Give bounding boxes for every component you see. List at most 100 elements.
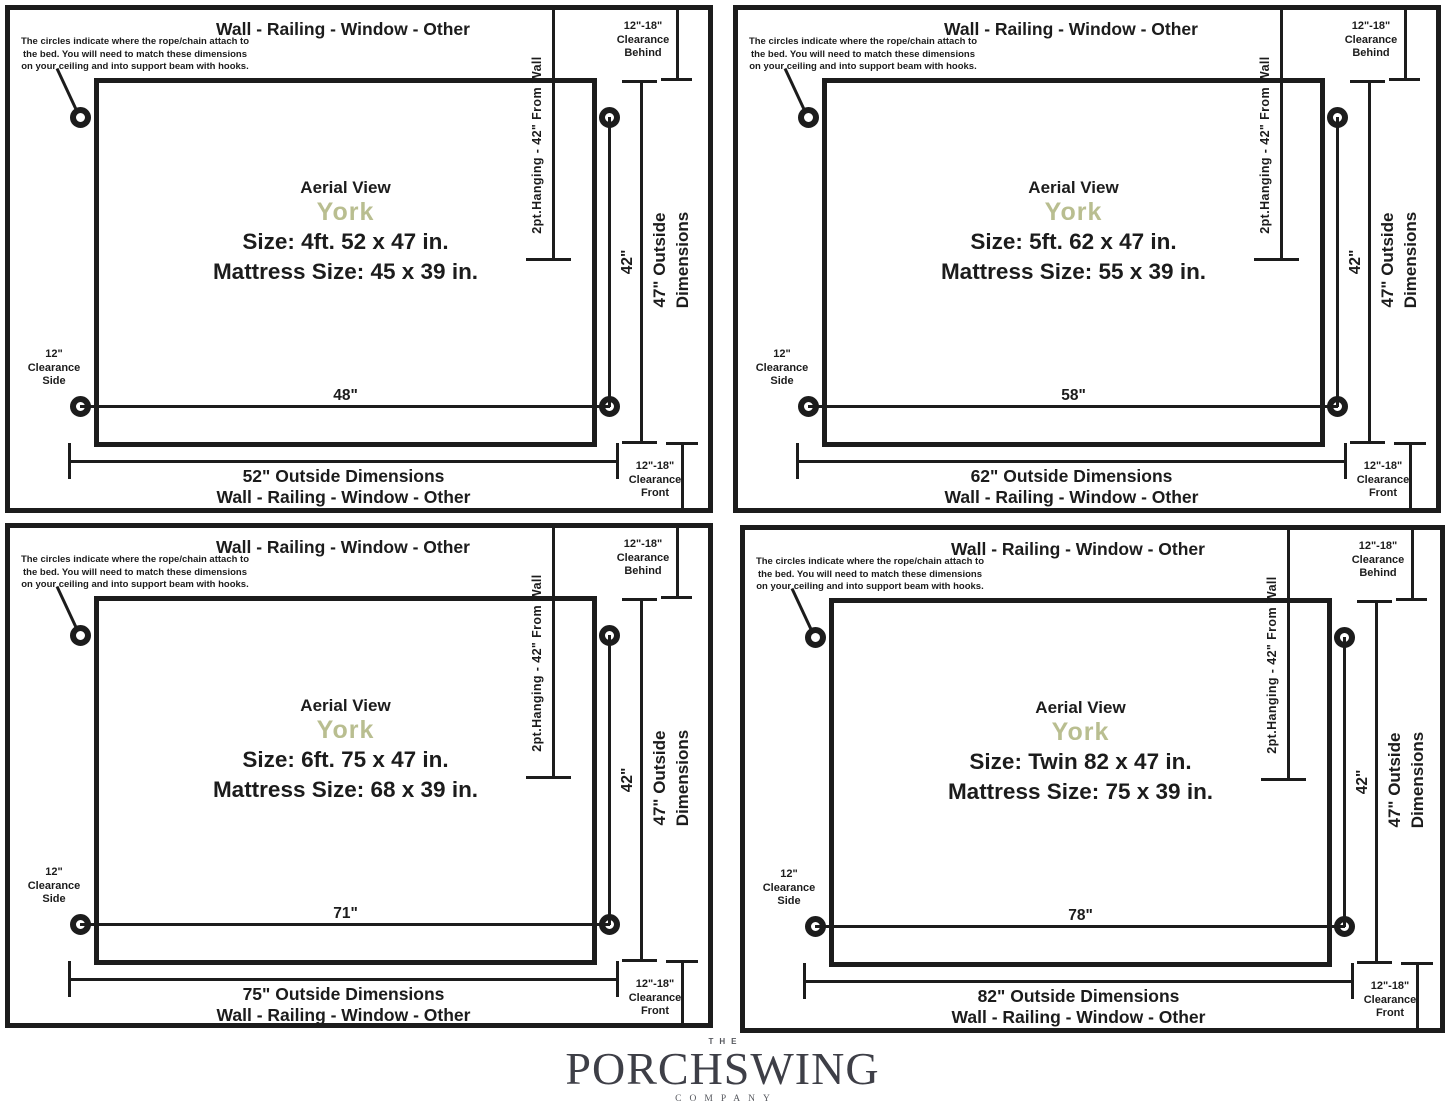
hanging-dimension-label: 2pt.Hanging - 42" From Wall <box>530 56 544 234</box>
clearance-side-line-1: 12" <box>45 348 63 360</box>
clearance-behind-cap <box>661 78 692 81</box>
hanging-dimension-line <box>1287 530 1290 780</box>
clearance-behind-line-1: 12"-18" <box>623 20 663 32</box>
hanging-dimension-cap <box>526 776 571 779</box>
attachment-circle-top-left <box>805 627 826 648</box>
bottom-attachment-line <box>808 405 1338 408</box>
model-name-label: York <box>1051 718 1110 746</box>
clearance-side-line-1: 12" <box>773 348 791 360</box>
clearance-front-line <box>1416 964 1419 1028</box>
outside-width-dimension-line <box>69 460 618 463</box>
clearance-behind-cap <box>1396 598 1427 601</box>
clearance-behind-line-2: Clearance <box>1351 553 1405 566</box>
clearance-side-line-2: Clearance <box>27 879 81 892</box>
height-dimension-cap-top <box>1357 600 1392 603</box>
clearance-side-line-2: Clearance <box>755 361 809 374</box>
hanging-dimension-line <box>552 528 555 778</box>
height-dimension-line <box>1368 82 1371 444</box>
clearance-behind-line-2: Clearance <box>616 551 670 564</box>
brand-logo: THE PORCHSWING COMPANY <box>0 1037 1445 1104</box>
attachment-circle-top-left <box>70 625 91 646</box>
attachment-width-label: 58" <box>1061 387 1086 404</box>
logo-brand-name: PORCHSWING <box>565 1043 880 1094</box>
note-line-1: The circles indicate where the rope/chai… <box>748 36 978 47</box>
hanging-dimension-label: 2pt.Hanging - 42" From Wall <box>1258 56 1272 234</box>
note-line-1: The circles indicate where the rope/chai… <box>20 554 250 565</box>
bed-outline <box>829 598 1332 967</box>
clearance-side-label: 12" Clearance Side <box>14 348 94 389</box>
boundary-label-top: Wall - Railing - Window - Other <box>944 19 1198 39</box>
hanging-dimension-label: 2pt.Hanging - 42" From Wall <box>1265 576 1279 754</box>
size-panel-1: Wall - Railing - Window - Other The circ… <box>733 5 1441 513</box>
height-42-label: 42" <box>1354 769 1371 795</box>
logo-the-text: THE <box>708 1037 743 1046</box>
height-dimension-cap-bottom <box>622 441 657 444</box>
clearance-front-line-2: Clearance <box>1356 473 1410 486</box>
aerial-view-label: Aerial View <box>1028 178 1119 197</box>
height-dimension-cap-bottom <box>622 959 657 962</box>
outside-width-dimension-line <box>69 978 618 981</box>
clearance-behind-line <box>1404 10 1407 80</box>
clearance-behind-line-1: 12"-18" <box>1351 20 1391 32</box>
clearance-front-line-1: 12"-18" <box>1370 980 1410 992</box>
clearance-behind-cap <box>661 596 692 599</box>
clearance-behind-line <box>676 10 679 80</box>
model-name-label: York <box>316 198 375 226</box>
clearance-side-line-3: Side <box>42 375 66 387</box>
right-attachment-line <box>1336 117 1339 407</box>
outside-width-tick-left <box>803 963 806 999</box>
clearance-behind-line <box>1411 530 1414 600</box>
bottom-attachment-line <box>80 405 610 408</box>
clearance-front-cap <box>1394 442 1426 445</box>
clearance-front-label: 12"-18" Clearance Front <box>615 460 695 501</box>
note-line-1: The circles indicate where the rope/chai… <box>755 556 985 567</box>
outside-depth-label-line2: Dimensions <box>1408 731 1427 829</box>
outside-width-tick-left <box>68 961 71 997</box>
boundary-label-top: Wall - Railing - Window - Other <box>216 19 470 39</box>
clearance-behind-line-1: 12"-18" <box>1358 540 1398 552</box>
outside-depth-label-line1: 47" Outside <box>650 212 669 308</box>
clearance-side-line-2: Clearance <box>27 361 81 374</box>
outside-width-label: 75" Outside Dimensions <box>242 984 445 1004</box>
logo-company-text: COMPANY <box>675 1094 778 1104</box>
clearance-front-line-1: 12"-18" <box>635 978 675 990</box>
boundary-label-bottom: Wall - Railing - Window - Other <box>216 1005 471 1025</box>
bottom-attachment-line <box>80 923 610 926</box>
clearance-side-line-3: Side <box>42 893 66 905</box>
note-line-2: the bed. You will need to match these di… <box>751 48 975 60</box>
height-dimension-cap-bottom <box>1357 961 1392 964</box>
outside-depth-label-line2: Dimensions <box>673 211 692 309</box>
clearance-behind-line-2: Clearance <box>616 33 670 46</box>
clearance-side-line-1: 12" <box>45 866 63 878</box>
height-42-label: 42" <box>619 767 636 793</box>
attachment-circle-top-left <box>798 107 819 128</box>
outside-width-dimension-line <box>804 980 1353 983</box>
outside-width-label: 52" Outside Dimensions <box>242 466 445 486</box>
hanging-dimension-line <box>552 10 555 260</box>
clearance-front-line-3: Front <box>1368 487 1398 499</box>
clearance-front-line-2: Clearance <box>1363 993 1417 1006</box>
clearance-side-line-3: Side <box>777 895 801 907</box>
clearance-behind-line <box>676 528 679 598</box>
outside-width-label: 82" Outside Dimensions <box>977 986 1180 1006</box>
bed-outline <box>822 78 1325 447</box>
outside-depth-label-line1: 47" Outside <box>1378 212 1397 308</box>
hanging-dimension-cap <box>1261 778 1306 781</box>
height-dimension-line <box>640 600 643 962</box>
clearance-front-line-2: Clearance <box>628 991 682 1004</box>
outside-width-tick-right <box>1351 963 1354 999</box>
outside-depth-label-line2: Dimensions <box>1401 211 1420 309</box>
clearance-side-line-1: 12" <box>780 868 798 880</box>
note-line-3: on your ceiling and into support beam wi… <box>21 61 249 72</box>
outside-depth-label-line1: 47" Outside <box>650 730 669 826</box>
note-line-2: the bed. You will need to match these di… <box>23 566 247 578</box>
mattress-size-label: Mattress Size: 75 x 39 in. <box>947 779 1214 804</box>
height-dimension-cap-bottom <box>1350 441 1385 444</box>
clearance-behind-line-2: Clearance <box>1344 33 1398 46</box>
clearance-side-label: 12" Clearance Side <box>14 866 94 907</box>
height-42-label: 42" <box>1347 249 1364 275</box>
aerial-view-label: Aerial View <box>300 178 391 197</box>
mattress-size-label: Mattress Size: 45 x 39 in. <box>212 259 479 284</box>
model-name-label: York <box>316 716 375 744</box>
clearance-front-cap <box>666 960 698 963</box>
